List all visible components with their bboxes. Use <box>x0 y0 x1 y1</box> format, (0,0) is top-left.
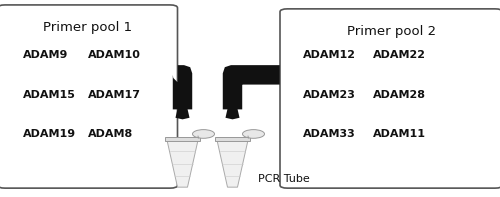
FancyBboxPatch shape <box>165 137 200 141</box>
Polygon shape <box>216 138 248 187</box>
Text: ADAM23: ADAM23 <box>302 90 356 99</box>
Text: ADAM22: ADAM22 <box>372 50 426 60</box>
Circle shape <box>242 130 264 138</box>
Text: ADAM33: ADAM33 <box>302 129 355 139</box>
Text: Primer pool 2: Primer pool 2 <box>346 25 436 38</box>
Text: PCR Tube: PCR Tube <box>258 174 309 184</box>
FancyBboxPatch shape <box>215 137 250 141</box>
Text: ADAM10: ADAM10 <box>88 50 141 60</box>
Text: ADAM19: ADAM19 <box>22 129 76 139</box>
Polygon shape <box>166 138 198 187</box>
Text: ADAM8: ADAM8 <box>88 129 133 139</box>
Text: ADAM9: ADAM9 <box>22 50 68 60</box>
Text: ADAM12: ADAM12 <box>302 50 356 60</box>
Text: ADAM15: ADAM15 <box>22 90 76 99</box>
Text: ADAM11: ADAM11 <box>372 129 426 139</box>
Circle shape <box>192 130 214 138</box>
Text: ADAM28: ADAM28 <box>372 90 426 99</box>
FancyBboxPatch shape <box>0 5 178 188</box>
Text: Primer pool 1: Primer pool 1 <box>43 21 132 34</box>
Text: ADAM17: ADAM17 <box>88 90 141 99</box>
FancyBboxPatch shape <box>280 9 500 188</box>
